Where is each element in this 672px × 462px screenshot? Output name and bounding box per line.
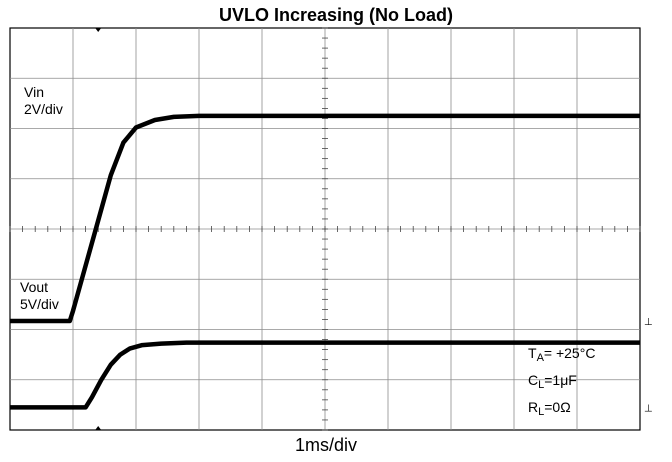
x-axis-label: 1ms/div xyxy=(294,435,357,455)
ta-condition: TA= +25°C xyxy=(528,345,596,364)
vin-scale: 2V/div xyxy=(24,101,63,117)
chart-title: UVLO Increasing (No Load) xyxy=(218,5,454,25)
trigger-marker-bottom xyxy=(95,426,102,430)
rl-condition: RL=0Ω xyxy=(528,399,571,418)
trigger-marker-top xyxy=(95,28,102,32)
vin-label-block: Vin 2V/div xyxy=(24,84,63,118)
cl-condition: CL=1μF xyxy=(528,372,577,391)
vout-scale: 5V/div xyxy=(20,296,59,312)
ground-marker-vin: ⊥ xyxy=(644,317,653,328)
trace-vout xyxy=(10,340,640,410)
vin-label: Vin xyxy=(24,84,44,100)
ground-marker-vout: ⊥ xyxy=(644,403,653,414)
vout-label: Vout xyxy=(20,279,49,295)
trace-vin xyxy=(10,113,640,324)
vout-label-block: Vout 5V/div xyxy=(20,279,59,313)
